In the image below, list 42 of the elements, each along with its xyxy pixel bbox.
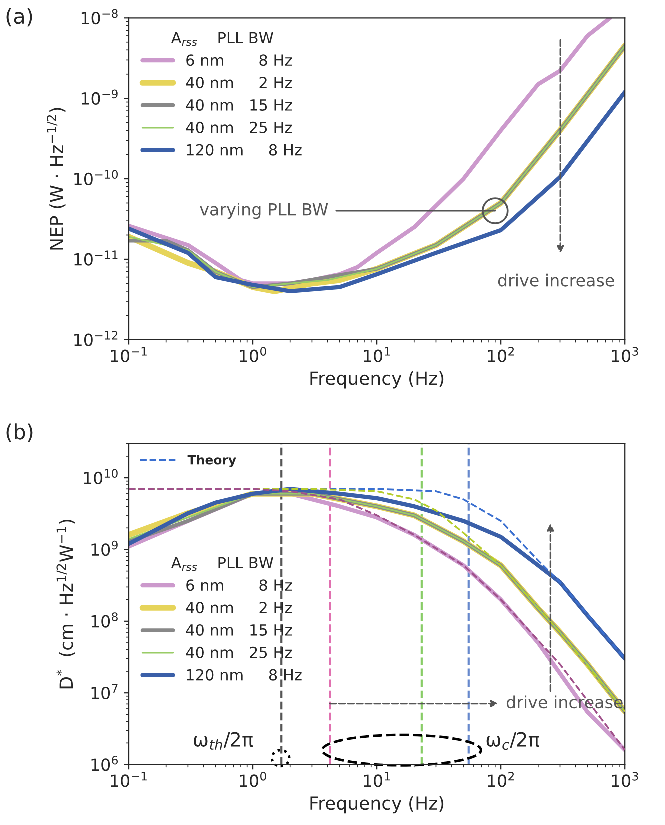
legend-label: 40 nm 15 Hz [186, 624, 292, 636]
legend-label: 40 nm 2 Hz [186, 77, 292, 89]
legend-label: 6 nm 8 Hz [186, 54, 292, 66]
y-tick-label: 10$^{6}$ [92, 756, 118, 772]
annotation: ω$_{th}$/2π [194, 732, 254, 750]
chart-title: (a) [6, 8, 32, 27]
y-tick-label: 10$^{−10}$ [74, 170, 118, 186]
chart-title: (b) [6, 424, 33, 442]
legend-label: Theory [188, 455, 236, 468]
y-tick-label: 10$^{7}$ [92, 684, 118, 700]
x-tick-label: 10$^{0}$ [240, 772, 266, 788]
x-tick-label: 10$^{3}$ [612, 772, 638, 788]
y-tick-label: 10$^{10}$ [84, 469, 118, 484]
x-tick-label: 10$^{0}$ [240, 347, 266, 362]
annotation: ω$_{c}$/2π [486, 732, 540, 750]
legend-label: 40 nm 15 Hz [186, 99, 292, 111]
legend-label: 120 nm 8 Hz [187, 144, 302, 156]
y-tick-label: 10$^{9}$ [92, 540, 118, 556]
annotation: varying PLL BW [200, 202, 328, 220]
y-tick-label: 10$^{8}$ [92, 612, 118, 628]
x-tick-label: 10$^{1}$ [364, 347, 390, 362]
x-tick-label: 10$^{2}$ [488, 772, 514, 788]
y-tick-label: 10$^{−11}$ [74, 250, 118, 266]
x-tick-label: 10$^{3}$ [612, 347, 638, 362]
x-axis-title: Frequency (Hz) [310, 796, 444, 814]
legend-label: 40 nm 2 Hz [186, 602, 292, 614]
y-tick-label: 10$^{−8}$ [82, 9, 118, 25]
y-tick-label: 10$^{−9}$ [82, 90, 118, 106]
y-tick-label: 10$^{−12}$ [74, 331, 118, 346]
y-axis-title: D$^{*}$ (cm · Hz$^{1/2}$W$^{−1}$) [56, 520, 76, 689]
legend-label: 120 nm 8 Hz [187, 669, 302, 681]
y-axis-title: NEP (W · Hz$^{−1/2}$) [47, 108, 66, 250]
legend-label: 40 nm 25 Hz [186, 646, 292, 658]
annotation: drive increase [498, 274, 614, 287]
x-tick-label: 10$^{−1}$ [111, 347, 147, 362]
x-axis-title: Frequency (Hz) [310, 371, 444, 389]
x-tick-label: 10$^{2}$ [488, 347, 514, 362]
text: A$_{rss}$ PLL BW [171, 32, 274, 46]
x-tick-label: 10$^{−1}$ [111, 772, 147, 788]
x-tick-label: 10$^{1}$ [364, 772, 390, 788]
legend-label: 40 nm 25 Hz [186, 122, 292, 134]
text: A$_{rss}$ PLL BW [171, 557, 274, 572]
